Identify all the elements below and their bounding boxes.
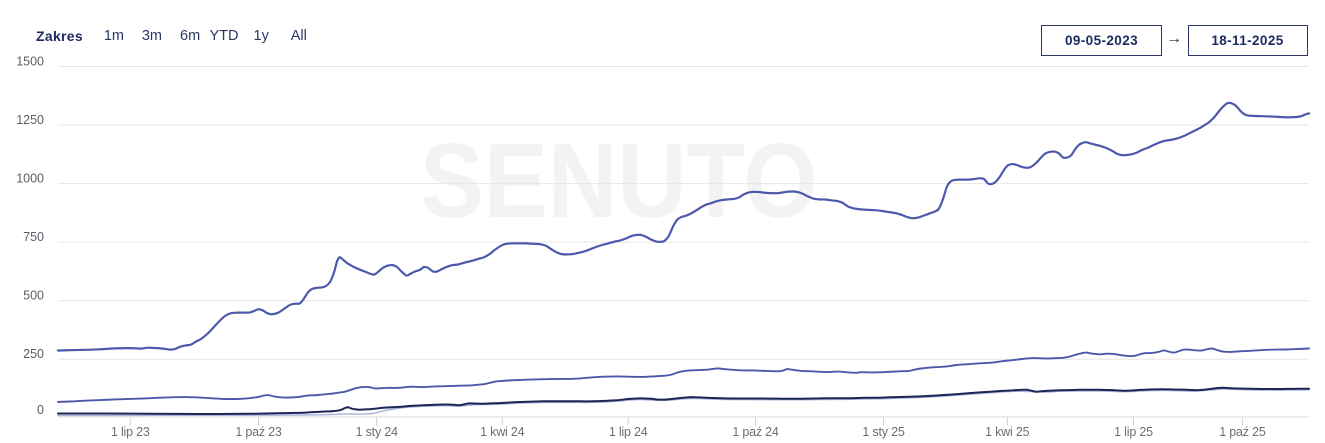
svg-text:250: 250 bbox=[23, 347, 44, 361]
svg-text:1 lip 23: 1 lip 23 bbox=[111, 425, 150, 439]
svg-text:1 lip 24: 1 lip 24 bbox=[609, 425, 648, 439]
svg-text:SENUTO: SENUTO bbox=[420, 122, 818, 240]
svg-text:1250: 1250 bbox=[16, 113, 44, 127]
svg-text:1 paź 23: 1 paź 23 bbox=[235, 425, 282, 439]
svg-text:1 lip 25: 1 lip 25 bbox=[1114, 425, 1153, 439]
svg-text:1000: 1000 bbox=[16, 171, 44, 185]
svg-text:0: 0 bbox=[37, 403, 44, 417]
svg-text:1500: 1500 bbox=[16, 54, 44, 68]
svg-text:1 paź 25: 1 paź 25 bbox=[1219, 425, 1266, 439]
svg-text:500: 500 bbox=[23, 289, 44, 303]
svg-text:750: 750 bbox=[23, 230, 44, 244]
svg-text:1 paź 24: 1 paź 24 bbox=[732, 425, 779, 439]
svg-text:1 sty 24: 1 sty 24 bbox=[356, 425, 398, 439]
svg-text:1 kwi 25: 1 kwi 25 bbox=[985, 425, 1030, 439]
svg-text:1 kwi 24: 1 kwi 24 bbox=[480, 425, 525, 439]
svg-text:1 sty 25: 1 sty 25 bbox=[862, 425, 904, 439]
